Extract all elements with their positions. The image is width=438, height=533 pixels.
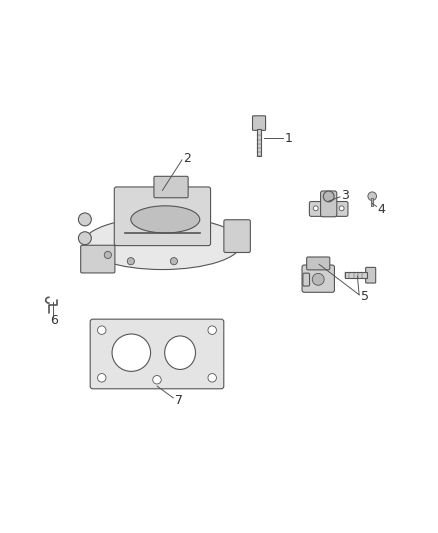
Bar: [257, 130, 261, 156]
FancyBboxPatch shape: [224, 220, 251, 253]
Circle shape: [78, 232, 92, 245]
Bar: [371, 198, 374, 206]
Text: 5: 5: [361, 290, 369, 303]
FancyBboxPatch shape: [253, 116, 265, 131]
Circle shape: [208, 374, 216, 382]
Circle shape: [127, 257, 134, 265]
Ellipse shape: [112, 334, 151, 372]
FancyBboxPatch shape: [366, 268, 376, 283]
Circle shape: [98, 374, 106, 382]
Text: 4: 4: [378, 203, 386, 215]
FancyBboxPatch shape: [321, 191, 337, 217]
Circle shape: [104, 252, 111, 259]
Ellipse shape: [165, 336, 195, 369]
Ellipse shape: [83, 217, 241, 270]
Text: 2: 2: [184, 152, 191, 165]
Circle shape: [312, 273, 324, 285]
Circle shape: [78, 213, 92, 226]
Circle shape: [368, 192, 377, 200]
Circle shape: [153, 376, 161, 384]
FancyBboxPatch shape: [309, 201, 348, 216]
Circle shape: [323, 191, 334, 202]
FancyBboxPatch shape: [302, 265, 335, 292]
Circle shape: [339, 206, 344, 211]
FancyBboxPatch shape: [114, 187, 211, 246]
Text: 6: 6: [50, 314, 58, 327]
Bar: [345, 272, 367, 278]
FancyBboxPatch shape: [303, 273, 310, 286]
FancyBboxPatch shape: [154, 176, 188, 198]
Circle shape: [170, 257, 177, 265]
Ellipse shape: [131, 206, 200, 233]
FancyBboxPatch shape: [307, 257, 330, 270]
FancyBboxPatch shape: [81, 245, 115, 273]
Text: 1: 1: [285, 132, 293, 144]
Text: 7: 7: [175, 393, 183, 407]
Circle shape: [208, 326, 216, 334]
Text: 3: 3: [341, 190, 349, 203]
FancyBboxPatch shape: [90, 319, 224, 389]
Circle shape: [98, 326, 106, 334]
Circle shape: [313, 206, 318, 211]
